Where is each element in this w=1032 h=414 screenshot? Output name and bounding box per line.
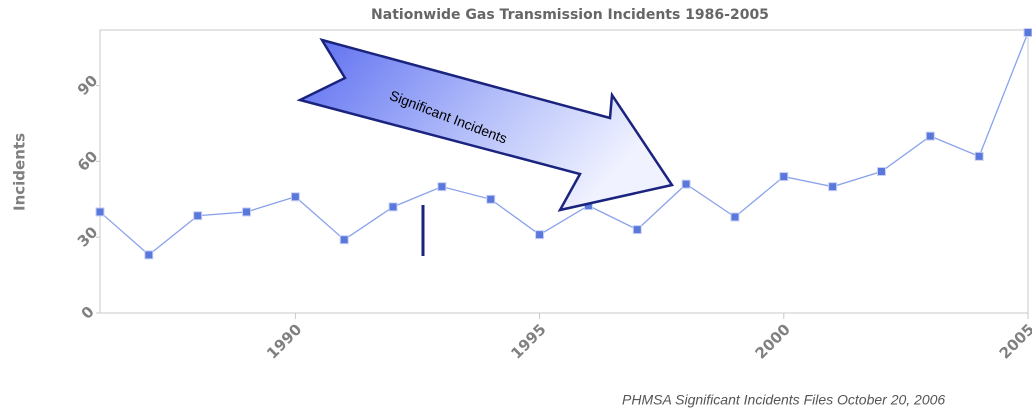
point	[193, 211, 203, 221]
point	[681, 179, 691, 189]
x-tick-label: 1990	[263, 320, 305, 362]
y-axis-label: Incidents	[11, 133, 29, 211]
point	[95, 207, 105, 217]
point	[730, 212, 740, 222]
point	[388, 202, 398, 212]
y-tick-label: 60	[74, 147, 101, 174]
point	[486, 194, 496, 204]
point	[242, 207, 252, 217]
point	[632, 225, 642, 235]
point	[290, 192, 300, 202]
series-line	[99, 32, 1029, 256]
y-tick-label: 90	[74, 71, 101, 98]
point	[535, 230, 545, 240]
point	[437, 182, 447, 192]
point	[339, 235, 349, 245]
y-tick-label: 0	[78, 303, 98, 323]
source-note: PHMSA Significant Incidents Files Octobe…	[622, 392, 945, 408]
chart-title: Nationwide Gas Transmission Incidents 19…	[371, 7, 769, 23]
point	[828, 182, 838, 192]
x-tick-label: 2005	[996, 320, 1032, 362]
point	[779, 172, 789, 182]
x-tick-label: 2000	[752, 320, 794, 362]
point	[974, 151, 984, 161]
x-tick-label: 1995	[507, 320, 549, 362]
point	[1023, 28, 1032, 38]
annotation-arrow	[296, 37, 675, 212]
plot-area	[99, 29, 1029, 314]
point	[925, 131, 935, 141]
point	[144, 250, 154, 260]
y-tick-label: 30	[74, 223, 101, 250]
point	[876, 167, 886, 176]
